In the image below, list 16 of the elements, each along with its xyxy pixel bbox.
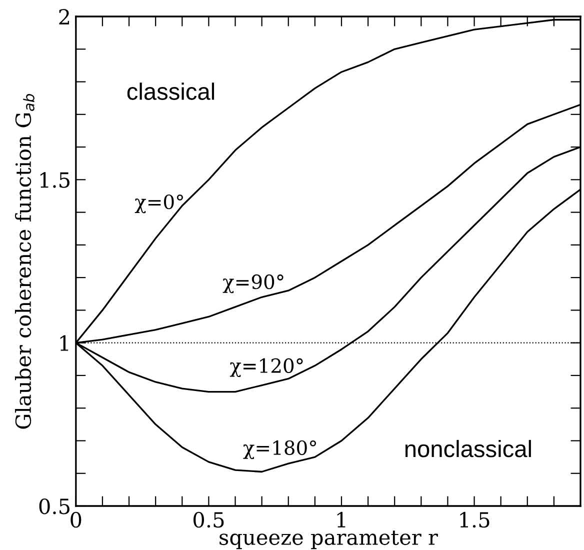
annotation: classical xyxy=(127,82,214,100)
series-label: χ=90° xyxy=(222,274,284,294)
series-label: χ=0° xyxy=(134,194,183,214)
y-tick-label: 2 xyxy=(59,8,70,24)
x-tick-label: 1.5 xyxy=(460,512,490,528)
x-axis-title: squeeze parameter r xyxy=(220,530,438,550)
x-tick-label: 1 xyxy=(337,512,346,528)
y-tick-label: 1 xyxy=(60,335,68,351)
y-axis-title: Glauber coherence function G$_{ab}$ xyxy=(14,94,34,429)
x-tick-label: 0 xyxy=(70,512,82,528)
y-tick-label: 0.5 xyxy=(39,498,70,514)
series-label: χ=120° xyxy=(230,358,303,378)
y-tick-label: 1.5 xyxy=(40,172,70,188)
x-tick-label: 0.5 xyxy=(194,512,224,528)
series-label: χ=180° xyxy=(243,440,316,460)
annotation: nonclassical xyxy=(405,440,531,458)
